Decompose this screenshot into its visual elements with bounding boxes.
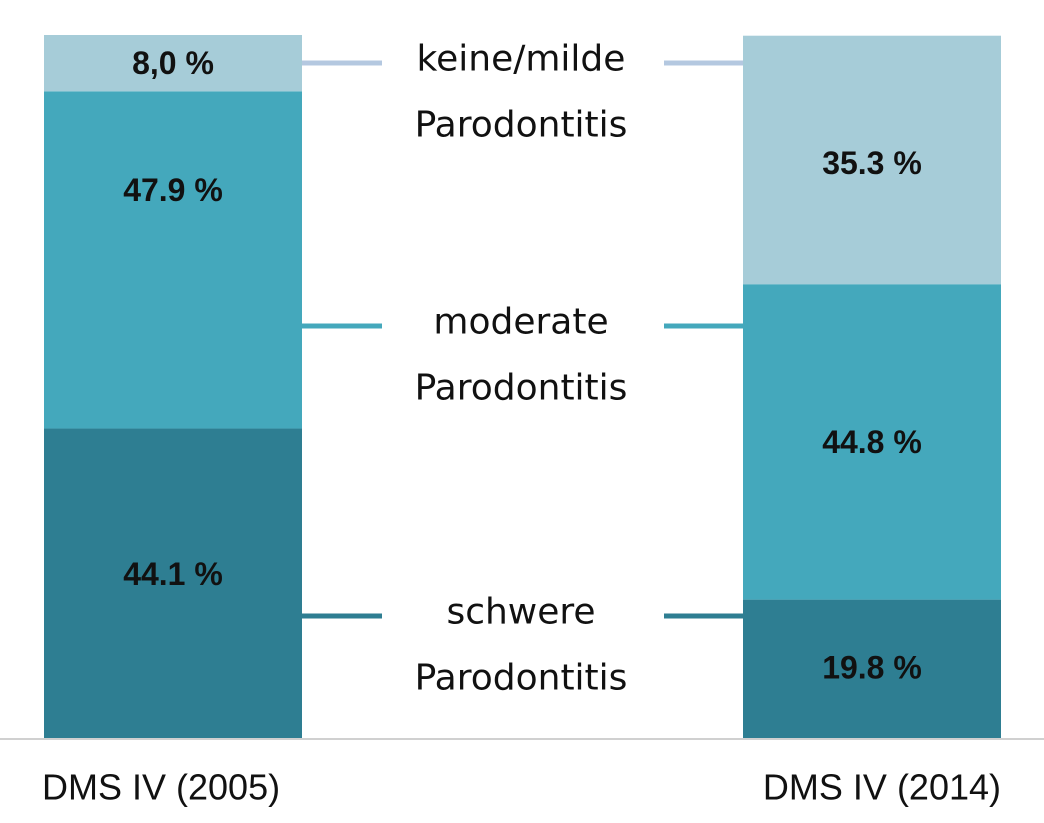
category-label-1: DMS IV (2014)	[763, 767, 1001, 808]
bars-group	[44, 35, 1001, 739]
bar-segment-0-1	[44, 91, 302, 429]
series-label-0-line-0: schwere	[446, 592, 595, 633]
series-label-1-line-1: Parodontitis	[415, 368, 628, 409]
bar-segment-1-0	[743, 599, 1001, 739]
bar-segment-1-1	[743, 284, 1001, 600]
segment-label-1-2: 35.3 %	[822, 145, 922, 181]
segment-label-1-1: 44.8 %	[822, 424, 922, 460]
bar-segment-0-2	[44, 35, 302, 92]
category-labels-group: DMS IV (2005) DMS IV (2014)	[42, 767, 1001, 808]
series-label-2-line-1: Parodontitis	[415, 105, 628, 146]
series-labels-group: schwere Parodontitis moderate Parodontitis k…	[415, 39, 628, 699]
bar-segment-0-0	[44, 428, 302, 739]
segment-label-0-2: 8,0 %	[132, 45, 214, 81]
category-label-0: DMS IV (2005)	[42, 767, 280, 808]
series-label-0-line-1: Parodontitis	[415, 658, 628, 699]
series-label-2-line-0: keine/milde	[417, 39, 626, 80]
segment-label-1-0: 19.8 %	[822, 649, 922, 685]
segment-label-0-0: 44.1 %	[123, 556, 223, 592]
connectors-group	[302, 60, 743, 619]
segment-label-0-1: 47.9 %	[123, 172, 223, 208]
segment-labels-group: 44.1 % 47.9 % 8,0 % 19.8 % 44.8 % 35.3 %	[123, 45, 922, 685]
series-label-1-line-0: moderate	[433, 302, 608, 343]
bar-segment-1-2	[743, 35, 1001, 285]
